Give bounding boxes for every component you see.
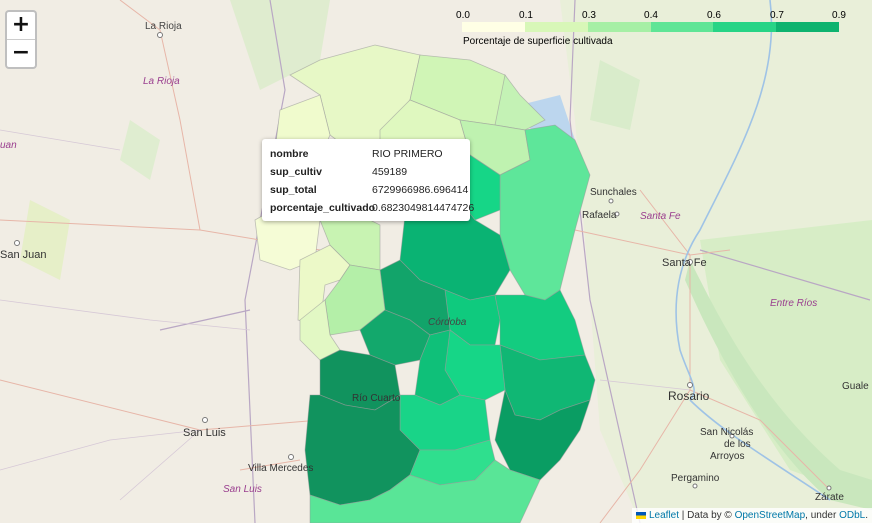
zoom-control: + − [5,10,37,69]
department-northeast-strip[interactable] [494,74,546,131]
place-label: Zárate [815,492,844,503]
legend-color-segment [650,22,714,32]
tooltip-row: sup_cultiv 459189 [270,163,470,181]
legend-caption: Porcentaje de superficie cultivada [463,36,613,47]
legend-color-segment [462,22,526,32]
tooltip-key: porcentaje_cultivado [270,202,376,214]
place-label: Pergamino [671,473,720,484]
legend-color-segment [524,22,589,32]
legend-tick: 0.3 [582,10,596,21]
legend-tick: 0.6 [707,10,721,21]
attribution-text: | Data by © [679,510,735,521]
place-label: La Rioja [143,76,180,87]
legend-color-bar [462,22,840,32]
legend-color-segment [713,22,777,32]
tooltip-row: nombre RIO PRIMERO [270,145,470,163]
department-juarez-celman[interactable] [399,394,491,451]
place-label: San Nicolás [700,427,753,438]
legend-tick: 0.4 [644,10,658,21]
tooltip-value: 0.6823049814474726 [372,202,475,214]
legend-ticks: 0.0 0.1 0.3 0.4 0.6 0.7 0.9 [455,8,846,22]
place-label: Río Cuarto [352,393,401,404]
tooltip-key: nombre [270,148,309,160]
tooltip-value: 6729966986.696414 [372,184,469,196]
tooltip-value: 459189 [372,166,408,178]
tooltip-key: sup_total [270,184,317,196]
color-legend: 0.0 0.1 0.3 0.4 0.6 0.7 0.9 Porcentaje d… [455,8,846,47]
ukraine-flag-icon [635,512,646,519]
place-label: Rafaela [582,210,617,221]
legend-tick: 0.0 [456,10,470,21]
place-label: Córdoba [428,317,467,328]
place-label: de los [724,439,751,450]
tooltip-row: sup_total 6729966986.696414 [270,181,470,199]
place-label: San Juan [0,249,46,261]
legend-color-segment [587,22,651,32]
department-marcos-juarez[interactable] [494,388,591,481]
place-label: uan [0,140,17,151]
place-label: San Luis [223,484,262,495]
attribution-text: , under [805,510,840,521]
zoom-in-button[interactable]: + [11,12,31,37]
legend-tick: 0.9 [832,10,846,21]
legend-tick: 0.1 [519,10,533,21]
tooltip-row: porcentaje_cultivado 0.6823049814474726 [270,199,474,217]
place-label: Villa Mercedes [248,463,313,474]
place-label: La Rioja [145,21,182,32]
tooltip-key: sup_cultiv [270,166,322,178]
legend-tick: 0.7 [770,10,784,21]
place-label: Santa Fe [640,211,681,222]
place-label: Guale [842,381,869,392]
tooltip-value: RIO PRIMERO [372,148,443,160]
place-label: Sunchales [590,187,637,198]
odbl-link[interactable]: ODbL [839,510,866,521]
place-label: Santa Fe [662,257,707,269]
leaflet-link[interactable]: Leaflet [648,510,680,521]
attribution-text: . [865,510,868,521]
openstreetmap-link[interactable]: OpenStreetMap [734,510,806,521]
feature-tooltip: nombre RIO PRIMERO sup_cultiv 459189 sup… [262,139,474,221]
place-label: Entre Ríos [770,298,817,309]
place-label: San Luis [183,427,226,439]
place-label: Rosario [668,389,710,403]
map-attribution: Leaflet | Data by © OpenStreetMap, under… [631,508,872,523]
zoom-out-button[interactable]: − [7,39,35,67]
legend-color-segment [776,22,840,32]
department-santa-maria[interactable] [359,309,431,366]
department-union[interactable] [494,289,586,361]
department-general-roca[interactable] [309,459,541,523]
place-label: Arroyos [710,451,744,462]
